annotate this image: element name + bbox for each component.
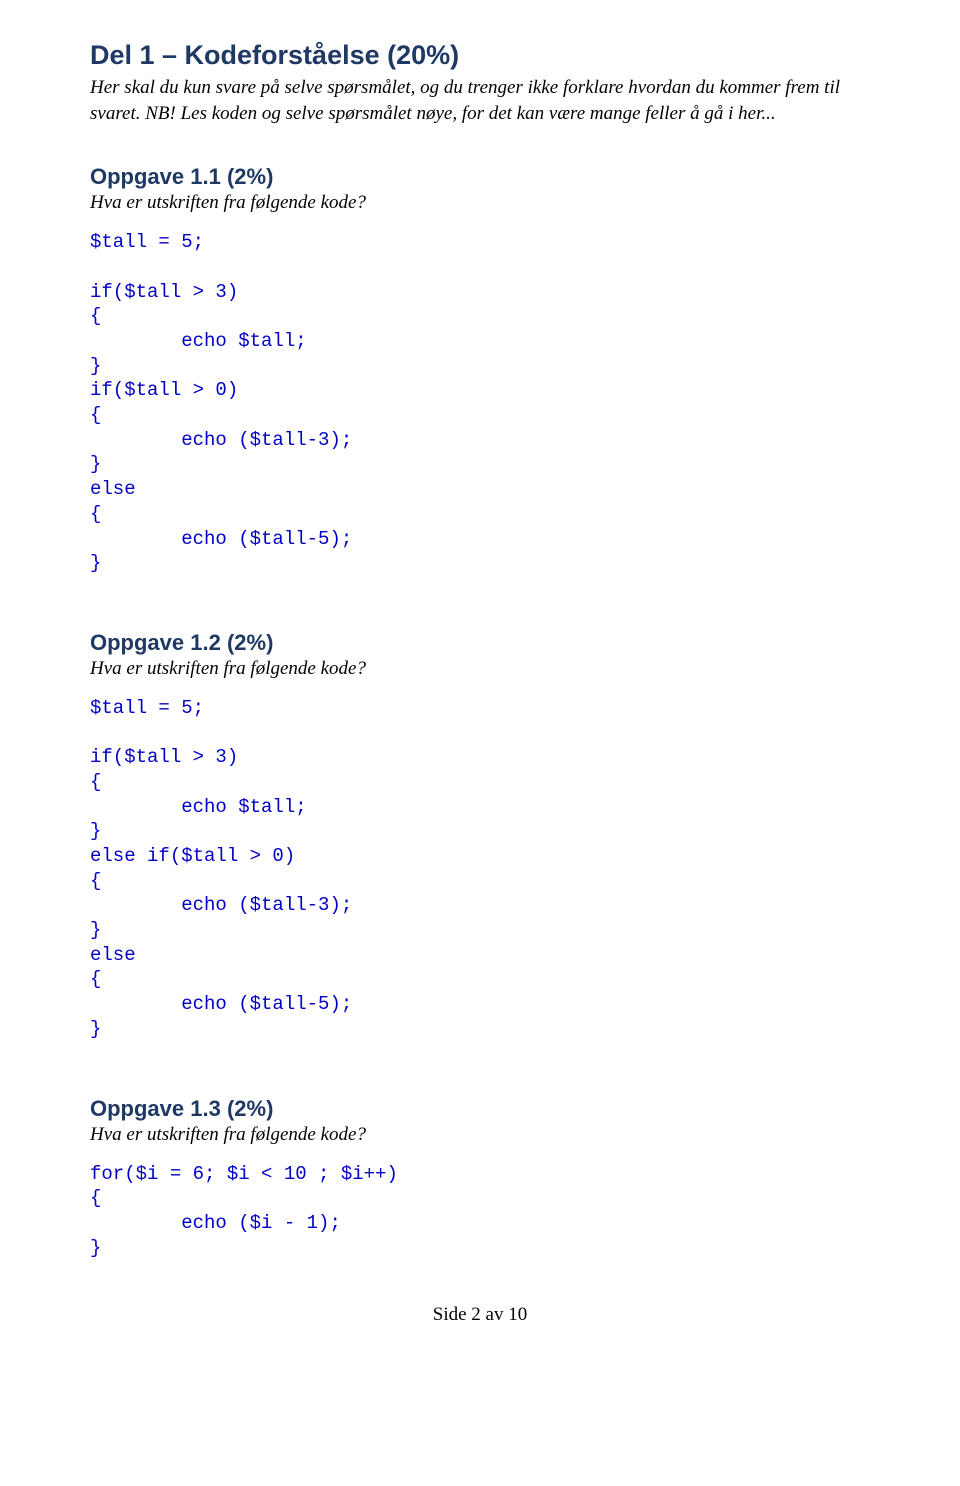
task-question-1: Hva er utskriften fra følgende kode? <box>90 192 870 214</box>
task-title-2: Oppgave 1.2 (2%) <box>90 630 870 656</box>
code-block-2: $tall = 5; if($tall > 3) { echo $tall; }… <box>90 696 870 1042</box>
task-question-3: Hva er utskriften fra følgende kode? <box>90 1124 870 1146</box>
section-intro: Her skal du kun svare på selve spørsmåle… <box>90 75 870 126</box>
code-block-1: $tall = 5; if($tall > 3) { echo $tall; }… <box>90 230 870 576</box>
task-title-3: Oppgave 1.3 (2%) <box>90 1096 870 1122</box>
code-block-3: for($i = 6; $i < 10 ; $i++) { echo ($i -… <box>90 1162 870 1261</box>
section-title: Del 1 – Kodeforståelse (20%) <box>90 40 870 71</box>
page-footer: Side 2 av 10 <box>90 1304 870 1326</box>
task-title-1: Oppgave 1.1 (2%) <box>90 164 870 190</box>
task-question-2: Hva er utskriften fra følgende kode? <box>90 658 870 680</box>
